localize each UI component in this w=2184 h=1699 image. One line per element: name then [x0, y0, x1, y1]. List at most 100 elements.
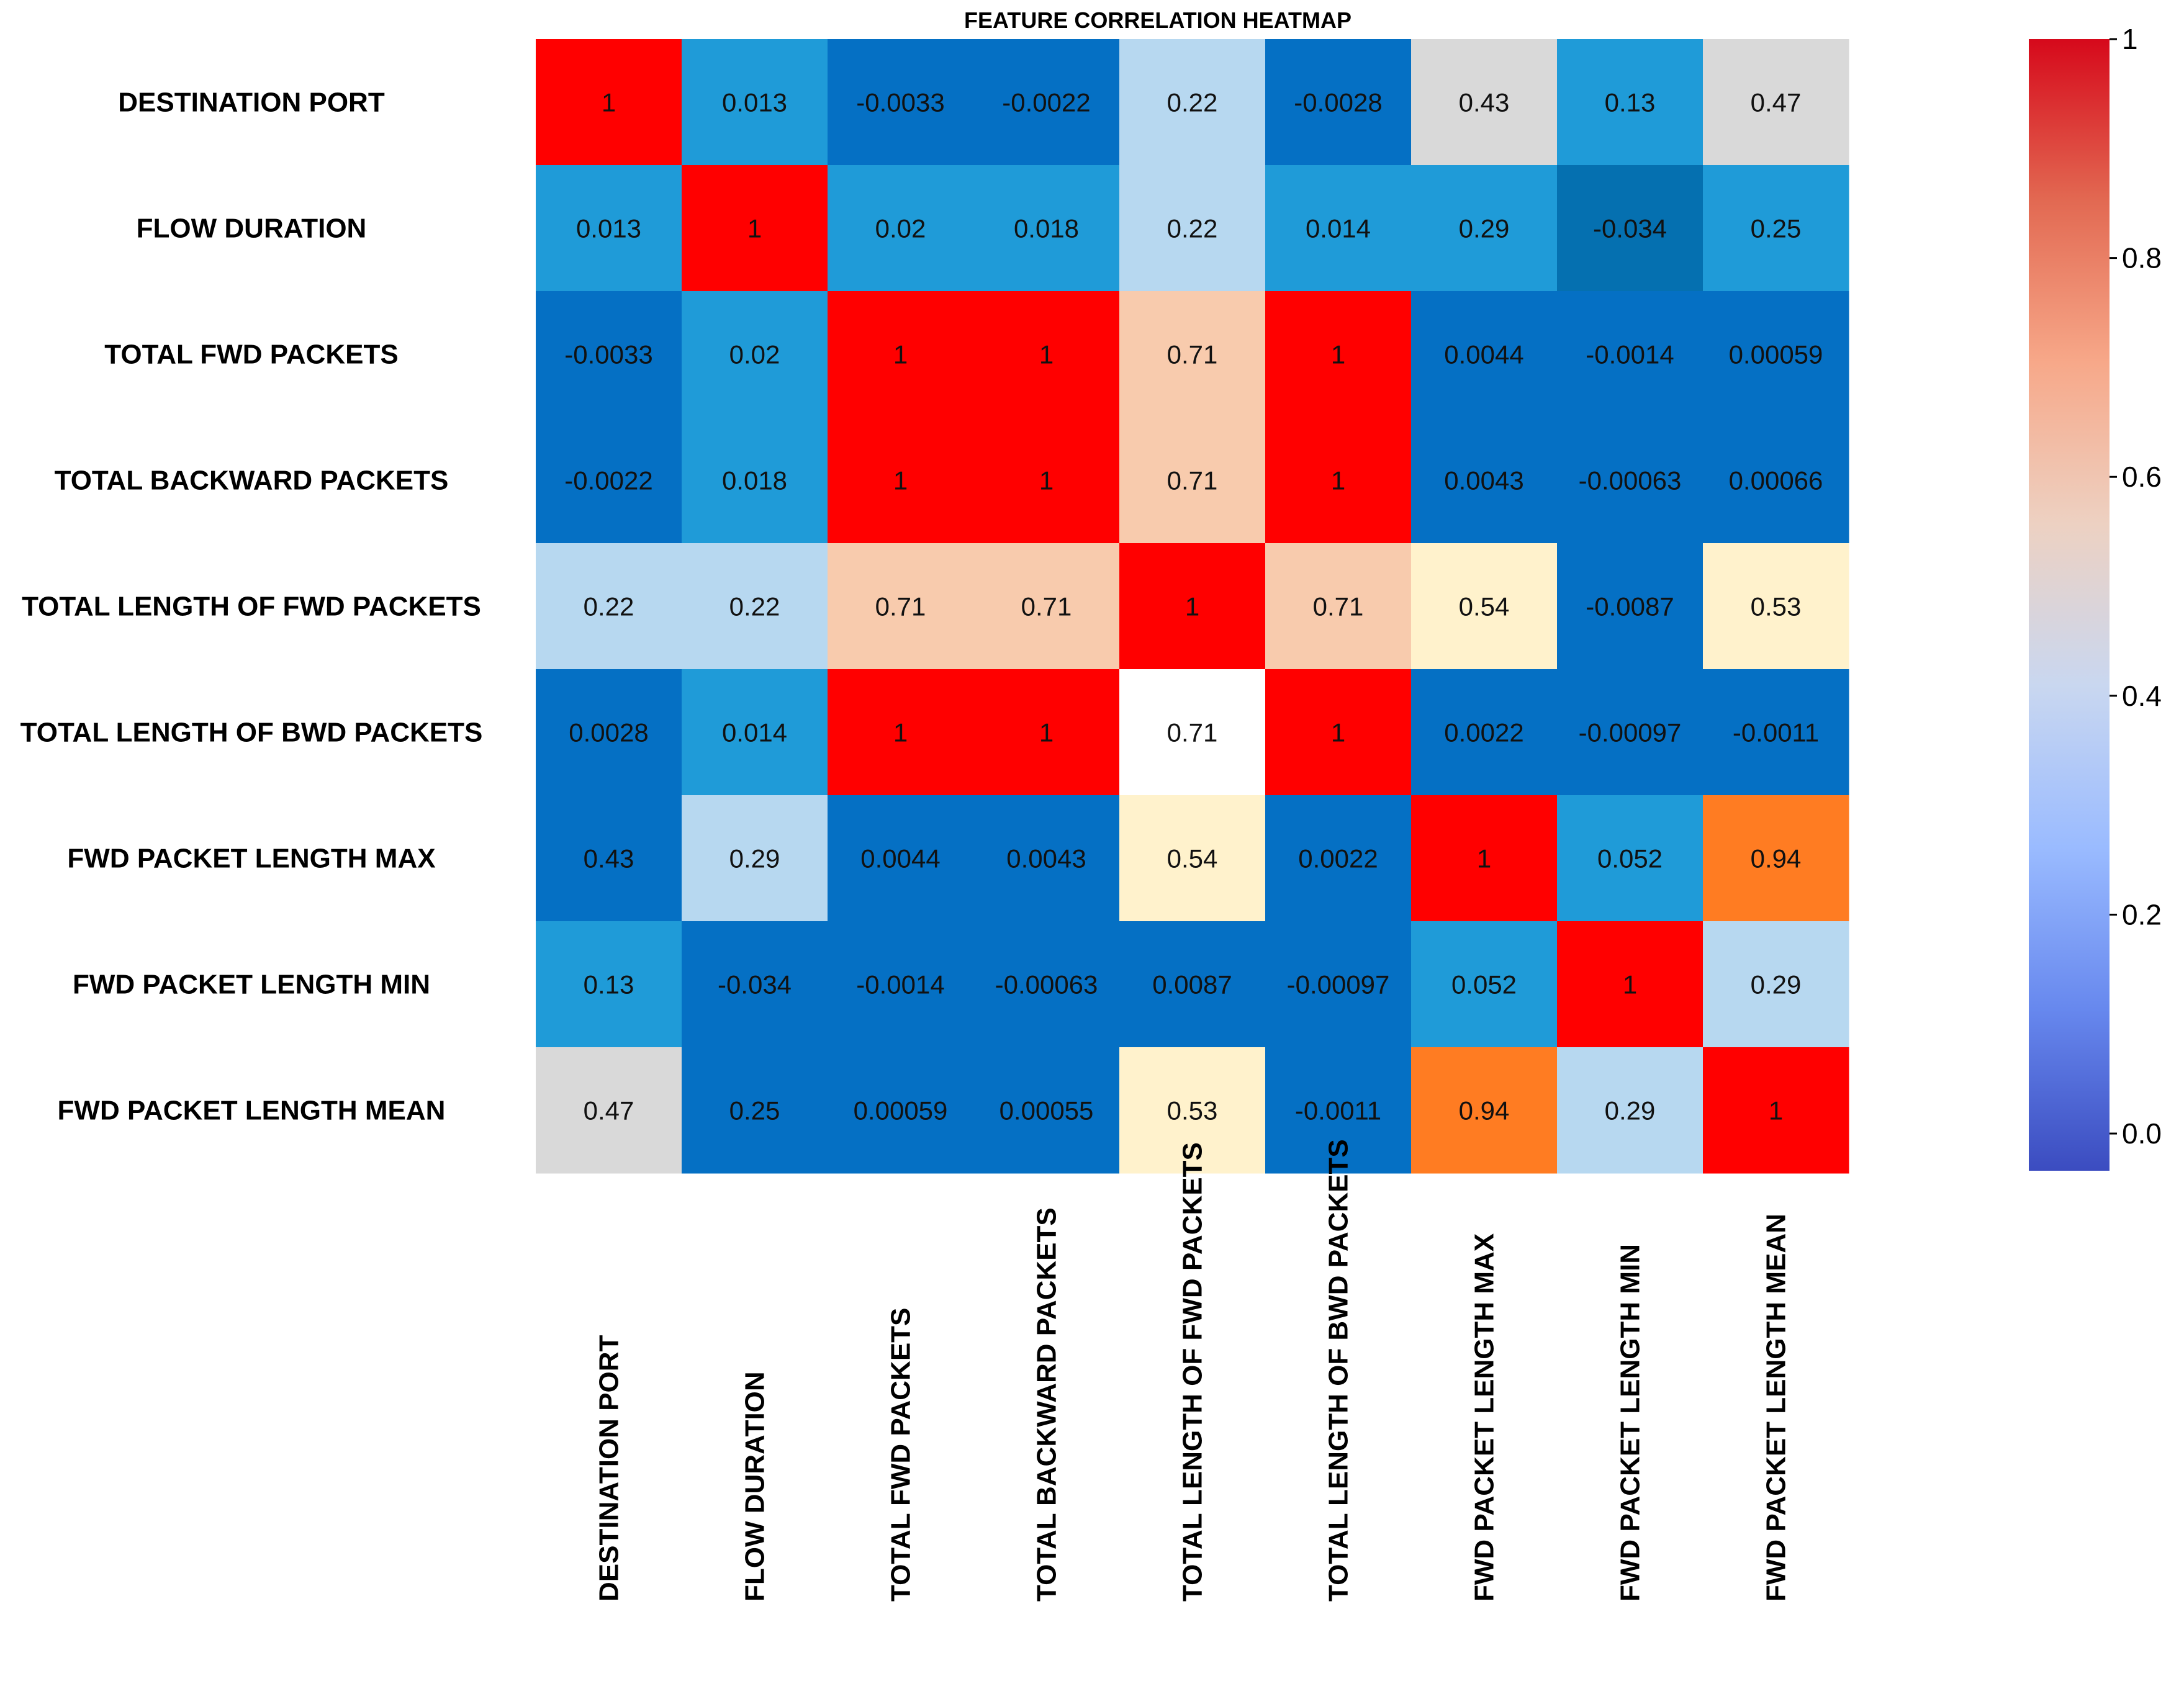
cell-value-label: 0.0028 — [569, 718, 648, 747]
heatmap-cell — [1557, 165, 1703, 292]
heatmap-cell — [1265, 417, 1412, 544]
cell-value-label: 0.53 — [1167, 1096, 1218, 1125]
cell-value-label: -0.0087 — [1586, 592, 1674, 621]
heatmap-cell — [973, 165, 1120, 292]
cell-value-label: 1 — [1185, 592, 1199, 621]
heatmap-cell — [828, 291, 974, 418]
cell-value-label: 0.53 — [1751, 592, 1802, 621]
colorbar-tick-label: 0.6 — [2122, 461, 2162, 493]
cell-value-label: -0.00063 — [995, 970, 1098, 999]
cell-value-label: -0.0033 — [856, 88, 944, 117]
heatmap-cell — [1557, 1047, 1703, 1174]
heatmap-cell — [1119, 669, 1266, 796]
heatmap-cell — [1703, 795, 1849, 922]
cell-value-label: 0.47 — [584, 1096, 634, 1125]
cell-value-label: 0.052 — [1597, 844, 1663, 873]
row-label: TOTAL FWD PACKETS — [104, 340, 398, 370]
cell-value-label: 0.29 — [1459, 214, 1510, 243]
heatmap-cell — [973, 543, 1120, 670]
cell-value-label: 0.94 — [1459, 1096, 1510, 1125]
colorbar-tick-label: 1 — [2122, 23, 2138, 55]
heatmap-cell — [1265, 39, 1412, 166]
heatmap-cell — [536, 669, 682, 796]
heatmap-cell — [1265, 795, 1412, 922]
heatmap-cell — [536, 543, 682, 670]
heatmap-cell — [1265, 669, 1412, 796]
cell-value-label: 0.018 — [1014, 214, 1079, 243]
cell-value-label: 0.22 — [1167, 214, 1218, 243]
cell-value-label: 1 — [1039, 466, 1054, 495]
colorbar: 0.0 0.2 0.4 0.6 0.8 1 — [2029, 23, 2162, 1171]
column-label: FWD PACKET LENGTH MAX — [1469, 1233, 1500, 1602]
cell-value-label: -0.00063 — [1579, 466, 1682, 495]
heatmap-cell — [1557, 291, 1703, 418]
heatmap-cell — [536, 165, 682, 292]
heatmap-cell — [1265, 291, 1412, 418]
heatmap-cell — [1703, 291, 1849, 418]
cell-value-label: 0.0044 — [1444, 340, 1523, 369]
cell-value-label: 0.0022 — [1298, 844, 1378, 873]
cell-value-label: 0.00066 — [1729, 466, 1823, 495]
column-label: FWD PACKET LENGTH MIN — [1615, 1244, 1646, 1602]
heatmap-cell — [1119, 795, 1266, 922]
heatmap-cell — [682, 921, 828, 1048]
heatmap-cell — [682, 1047, 828, 1174]
heatmap-cell — [828, 1047, 974, 1174]
cell-value-label: -0.0028 — [1294, 88, 1382, 117]
cell-value-label: 0.13 — [1605, 88, 1656, 117]
heatmap-cell — [1119, 417, 1266, 544]
cell-value-label: 1 — [893, 340, 908, 369]
cell-value-label: 0.018 — [722, 466, 787, 495]
cell-value-label: 0.94 — [1751, 844, 1802, 873]
heatmap-cell — [682, 669, 828, 796]
cell-value-label: 0.0043 — [1444, 466, 1523, 495]
heatmap-cell — [973, 291, 1120, 418]
heatmap-cell — [1703, 165, 1849, 292]
heatmap-cell — [1411, 39, 1558, 166]
heatmap-cell — [1557, 543, 1703, 670]
heatmap-cell — [1411, 921, 1558, 1048]
cell-value-label: 1 — [893, 466, 908, 495]
heatmap-cell — [682, 543, 828, 670]
heatmap-cell — [1119, 165, 1266, 292]
cell-value-label: 0.0022 — [1444, 718, 1523, 747]
heatmap-cell — [1265, 1047, 1412, 1174]
column-label: FWD PACKET LENGTH MEAN — [1761, 1214, 1792, 1602]
heatmap-cell — [973, 417, 1120, 544]
heatmap-cell — [1557, 39, 1703, 166]
column-label: DESTINATION PORT — [594, 1335, 625, 1602]
row-label: DESTINATION PORT — [118, 88, 385, 118]
row-label: FWD PACKET LENGTH MEAN — [58, 1096, 446, 1126]
heatmap-cell — [1703, 543, 1849, 670]
heatmap-cell — [1119, 291, 1266, 418]
cell-value-label: 0.013 — [722, 88, 787, 117]
cell-value-label: 0.54 — [1459, 592, 1510, 621]
row-label: FWD PACKET LENGTH MIN — [73, 970, 430, 1000]
cell-value-label: -0.0011 — [1733, 718, 1819, 747]
heatmap-cell — [1265, 165, 1412, 292]
cell-value-label: 1 — [747, 214, 762, 243]
cell-value-label: 1 — [1331, 340, 1345, 369]
heatmap-cell — [828, 669, 974, 796]
heatmap-cell — [1411, 417, 1558, 544]
heatmap-cell — [682, 795, 828, 922]
heatmap-cell — [1411, 165, 1558, 292]
column-label: TOTAL LENGTH OF BWD PACKETS — [1324, 1139, 1354, 1602]
heatmap-cell — [1119, 39, 1266, 166]
heatmap-cell — [973, 669, 1120, 796]
row-label: FLOW DURATION — [137, 214, 367, 244]
heatmap-cell — [973, 795, 1120, 922]
row-label: TOTAL BACKWARD PACKETS — [55, 466, 449, 496]
heatmap-cell — [828, 795, 974, 922]
heatmap-cell — [1411, 543, 1558, 670]
row-label: FWD PACKET LENGTH MAX — [67, 844, 435, 874]
heatmap-cell — [536, 1047, 682, 1174]
row-labels: DESTINATION PORT FLOW DURATION TOTAL FWD P… — [20, 88, 483, 1126]
heatmap-cell — [682, 39, 828, 166]
cell-value-label: 0.54 — [1167, 844, 1218, 873]
heatmap-cell — [1557, 417, 1703, 544]
heatmap-cell — [1411, 669, 1558, 796]
heatmap-cell — [1265, 543, 1412, 670]
heatmap-cell — [536, 39, 682, 166]
cell-value-label: 0.014 — [722, 718, 787, 747]
